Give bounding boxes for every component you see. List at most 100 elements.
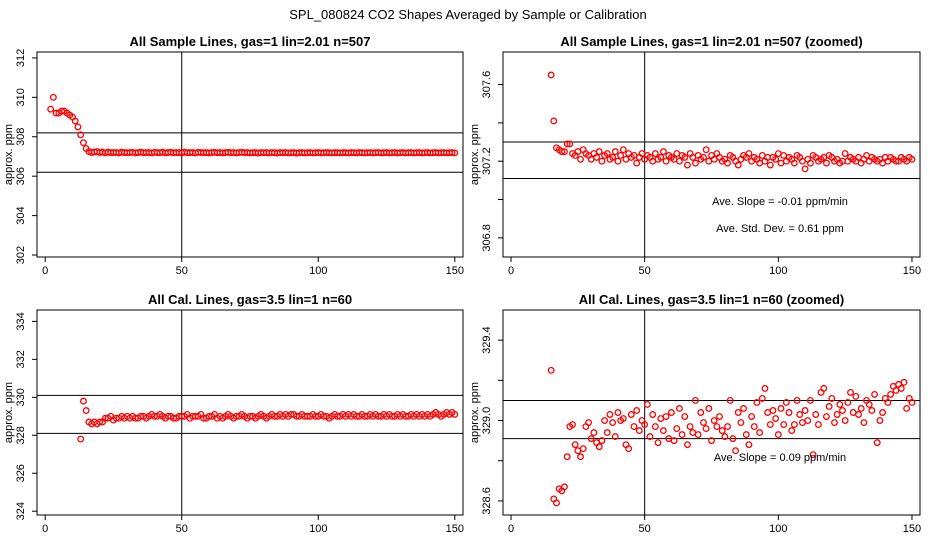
data-point	[678, 431, 686, 439]
data-point	[833, 411, 841, 418]
data-point	[603, 429, 611, 437]
data-point	[873, 439, 881, 447]
data-point	[740, 405, 748, 412]
data-point	[673, 425, 681, 433]
data-point	[718, 427, 726, 435]
data-point	[601, 417, 609, 424]
data-point	[547, 366, 555, 374]
data-point	[675, 405, 683, 412]
data-point	[753, 399, 761, 406]
data-point	[651, 423, 659, 431]
data-point	[662, 157, 670, 165]
data-point	[793, 396, 801, 404]
data-point	[796, 411, 804, 418]
data-point	[822, 159, 830, 167]
data-point	[590, 429, 598, 437]
data-point	[595, 148, 603, 156]
data-point	[702, 146, 710, 154]
data-point	[868, 407, 876, 414]
data-point	[585, 419, 592, 426]
data-point	[553, 499, 560, 507]
data-point	[692, 396, 699, 404]
data-point	[766, 421, 774, 429]
data-point	[547, 71, 555, 79]
y-tick-label: 328	[15, 426, 27, 444]
data-point	[651, 150, 659, 157]
data-point	[561, 483, 568, 491]
data-point	[593, 153, 601, 161]
data-point	[595, 443, 603, 451]
data-point	[77, 435, 85, 443]
data-point	[79, 397, 87, 405]
data-point	[814, 421, 822, 429]
data-point	[700, 419, 707, 426]
chart-panel-3: All Cal. Lines, gas=3.5 lin=1 n=60 0 50 100…	[3, 292, 464, 535]
panel-title: All Cal. Lines, gas=3.5 lin=1 n=60	[148, 292, 352, 307]
x-tick-label: 100	[309, 265, 327, 277]
x-tick-label: 100	[769, 523, 787, 535]
data-point	[734, 409, 742, 416]
data-point	[641, 421, 649, 429]
data-point	[617, 152, 625, 159]
data-point	[611, 433, 619, 441]
data-point	[681, 153, 689, 161]
data-point	[609, 153, 617, 161]
chart-panel-2: All Sample Lines, gas=1 lin=2.01 n=507 (…	[469, 34, 921, 277]
data-point	[633, 159, 641, 167]
data-point	[587, 435, 595, 443]
data-point	[681, 413, 689, 420]
data-point	[633, 407, 641, 414]
data-point	[908, 155, 916, 163]
x-tick-label: 50	[639, 523, 651, 535]
data-point	[828, 394, 836, 402]
data-point	[729, 435, 737, 443]
panel-title: All Sample Lines, gas=1 lin=2.01 n=507	[130, 34, 371, 49]
data-point	[451, 410, 459, 418]
y-tick-label: 329.0	[481, 407, 493, 435]
data-point	[662, 413, 670, 420]
data-point	[675, 157, 683, 165]
data-point	[892, 157, 900, 165]
data-point	[908, 399, 916, 406]
data-point	[630, 423, 638, 431]
y-tick-label: 304	[15, 206, 27, 224]
y-tick-label: 306.8	[481, 224, 493, 252]
data-point	[646, 433, 654, 441]
data-point	[879, 409, 887, 416]
data-point	[603, 150, 611, 157]
data-point	[844, 399, 852, 406]
data-point	[71, 117, 79, 125]
data-point	[804, 417, 812, 424]
data-point	[683, 161, 691, 169]
data-point	[619, 146, 627, 154]
data-point	[860, 419, 868, 426]
data-point	[750, 423, 758, 431]
y-axis-label: approx. ppm	[469, 124, 481, 185]
data-point	[611, 148, 619, 156]
data-point	[801, 165, 809, 173]
data-point	[745, 441, 753, 449]
data-point	[831, 419, 838, 426]
data-point	[649, 411, 657, 418]
data-point	[96, 418, 104, 426]
data-point	[710, 417, 718, 424]
data-point	[841, 150, 849, 157]
data-point	[716, 413, 723, 420]
y-tick-label: 334	[15, 312, 27, 330]
data-point	[561, 148, 568, 156]
x-tick-label: 150	[903, 523, 921, 535]
data-point	[713, 423, 721, 431]
data-point	[855, 411, 862, 418]
data-point	[806, 396, 814, 404]
data-point	[772, 415, 780, 422]
y-tick-label: 330	[15, 388, 27, 406]
data-point	[619, 415, 627, 422]
y-tick-label: 302	[15, 246, 27, 264]
y-tick-label: 307.6	[481, 71, 493, 99]
data-point	[857, 405, 865, 412]
y-tick-label: 306	[15, 167, 27, 185]
annotation: Ave. Slope = -0.01 ppm/min	[712, 196, 848, 208]
data-point	[790, 421, 798, 429]
data-point	[822, 413, 830, 420]
